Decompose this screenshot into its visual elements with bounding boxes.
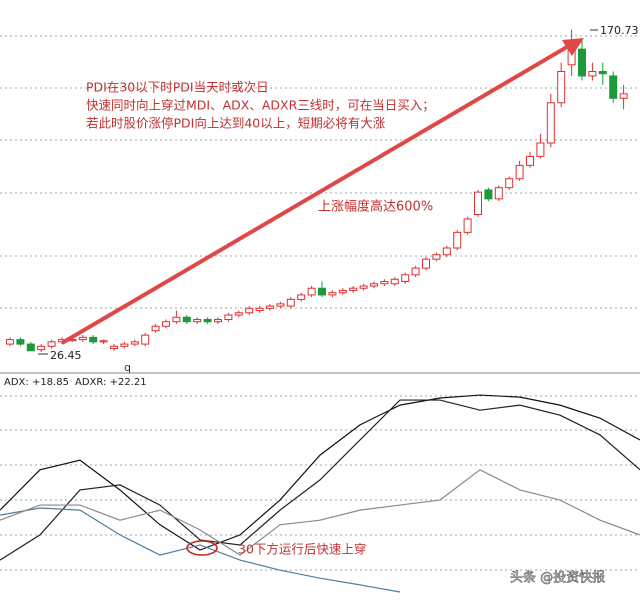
candles <box>6 29 628 353</box>
candle-body <box>557 70 566 104</box>
candle-body <box>6 339 14 345</box>
candle-body <box>484 189 493 200</box>
indicator-lines <box>0 394 640 593</box>
candle-body <box>401 274 410 283</box>
candle-body <box>609 75 618 99</box>
candle-body <box>255 307 264 312</box>
candle-body <box>224 314 233 320</box>
candle-body <box>120 343 129 347</box>
candle-body <box>89 336 98 343</box>
candle-body <box>214 318 222 323</box>
candle-body <box>526 155 534 166</box>
candle-body <box>172 316 181 323</box>
candle-body <box>47 341 56 347</box>
annotation: 快速同时向上穿过MDI、ADX、ADXR三线时，可在当日买入； <box>86 98 435 113</box>
candle-body <box>162 321 170 327</box>
candle-body <box>515 164 524 180</box>
arrow-shaft <box>60 42 574 345</box>
indicator-line <box>0 399 640 561</box>
candle-body <box>359 285 368 289</box>
candle-body <box>370 283 378 287</box>
candle-body <box>453 231 462 249</box>
candle-body <box>307 287 316 296</box>
candle-body <box>245 307 254 314</box>
rise-note: 上涨幅度高达600% <box>318 199 433 215</box>
candle-body <box>380 281 389 285</box>
cross-note: 30下方运行后快速上穿 <box>238 542 366 557</box>
candle-body <box>286 298 295 307</box>
candle-body <box>338 289 347 294</box>
candle-body <box>390 278 399 285</box>
candle-body <box>546 102 555 144</box>
candle-body <box>203 318 212 323</box>
candle-body <box>578 48 586 77</box>
candle-body <box>151 325 160 332</box>
candle-body <box>318 287 326 296</box>
annotation: 若此时股价涨停PDI向上达到40以上，短期必将有大涨 <box>86 116 386 131</box>
candle-body <box>141 334 150 345</box>
candle-body <box>328 292 337 296</box>
candle-body <box>442 247 451 256</box>
candle-body <box>349 287 358 291</box>
candle-body <box>422 258 430 269</box>
candle-body <box>411 267 420 276</box>
candle-body <box>182 316 191 323</box>
candle-body <box>266 305 274 309</box>
indicator-line <box>0 507 401 593</box>
legend-item: ADXR: +22.21 <box>75 377 147 388</box>
watermark: 头条 @投资快报 <box>510 570 605 586</box>
indicator-line <box>0 394 640 551</box>
candle-body <box>619 93 628 99</box>
candle-body <box>193 318 202 323</box>
high-label: 170.73 <box>600 24 639 37</box>
arrow-head <box>562 38 584 56</box>
axis-mark: q <box>124 361 131 374</box>
candle-body <box>505 178 514 189</box>
candle-body <box>99 340 108 343</box>
low-label: 26.45 <box>50 349 82 362</box>
candle-body <box>598 70 607 75</box>
candle-body <box>130 341 139 345</box>
candle-body <box>26 343 35 352</box>
candle-body <box>536 142 545 157</box>
candle-body <box>588 70 597 77</box>
candle-body <box>463 218 472 233</box>
candle-body <box>432 254 441 260</box>
candle-body <box>494 187 503 200</box>
candle-body <box>110 345 118 350</box>
legend-item: ADX: +18.85 <box>4 377 69 388</box>
candle-body <box>16 339 25 345</box>
cross-circle <box>186 540 218 556</box>
candle-body <box>37 345 46 351</box>
candle-body <box>474 191 482 215</box>
annotation: PDI在30以下时PDI当天时或次日 <box>86 80 269 95</box>
candle-body <box>276 303 285 307</box>
candle-body <box>297 294 306 300</box>
candle-body <box>234 312 243 316</box>
indicator-line <box>0 469 640 556</box>
candle-body <box>78 336 87 341</box>
